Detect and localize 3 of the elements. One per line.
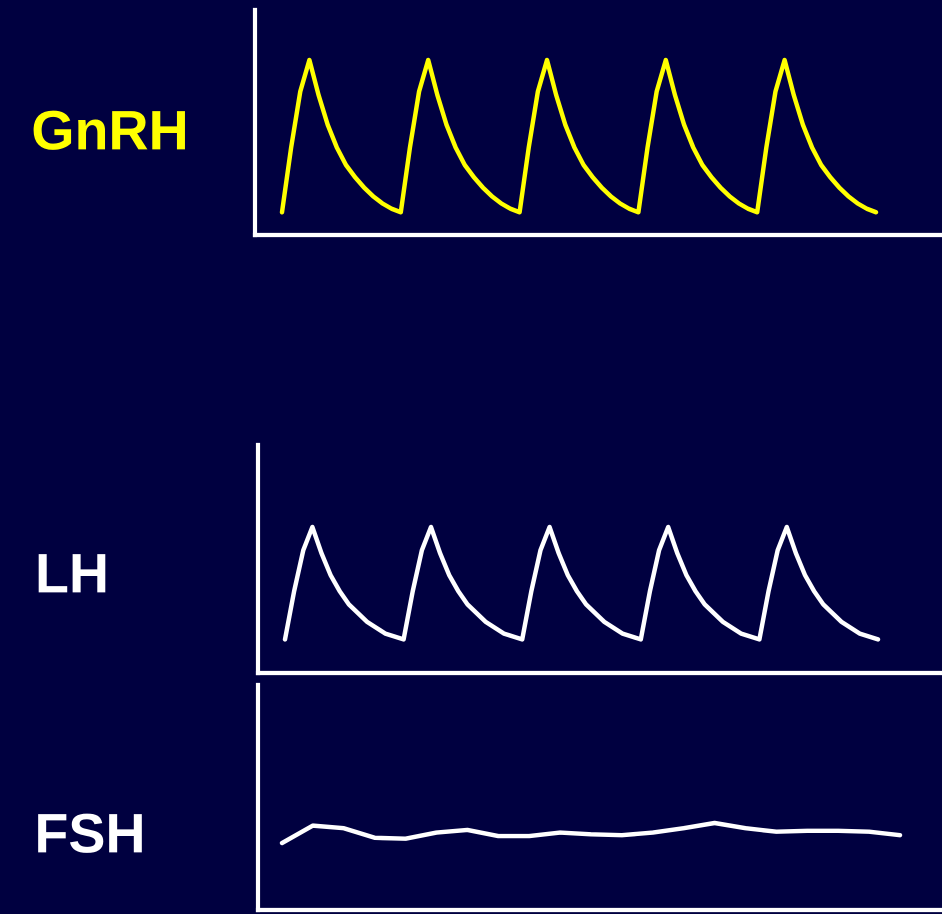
y-axis-title: FSH <box>38 814 142 853</box>
y-axis-title: GnRH <box>34 110 185 150</box>
y-axis-title: LH <box>38 554 106 592</box>
